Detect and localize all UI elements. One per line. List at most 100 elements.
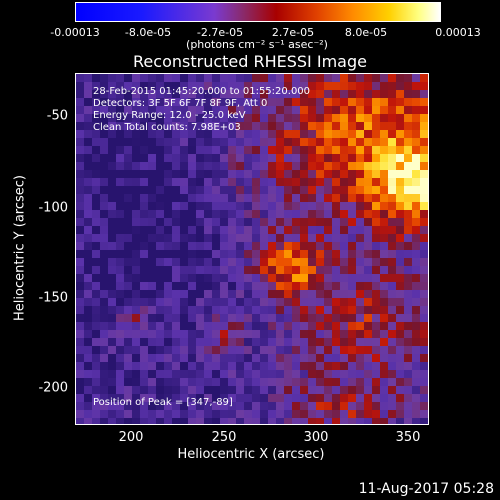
image-pixel	[396, 170, 404, 178]
image-pixel	[100, 218, 108, 226]
image-pixel	[292, 306, 300, 314]
image-pixel	[108, 354, 116, 362]
image-pixel	[396, 274, 404, 282]
image-pixel	[308, 138, 316, 146]
image-pixel	[292, 242, 300, 250]
image-pixel	[180, 418, 188, 424]
image-pixel	[260, 282, 268, 290]
image-pixel	[188, 210, 196, 218]
image-pixel	[324, 322, 332, 330]
image-pixel	[348, 194, 356, 202]
image-pixel	[196, 106, 204, 114]
image-pixel	[156, 130, 164, 138]
image-pixel	[76, 226, 84, 234]
image-pixel	[180, 90, 188, 98]
image-pixel	[380, 306, 388, 314]
image-pixel	[244, 338, 252, 346]
image-pixel	[228, 346, 236, 354]
image-pixel	[404, 370, 412, 378]
image-pixel	[108, 370, 116, 378]
image-pixel	[196, 402, 204, 410]
image-pixel	[76, 106, 84, 114]
image-pixel	[412, 346, 420, 354]
image-pixel	[108, 114, 116, 122]
image-pixel	[164, 306, 172, 314]
image-pixel	[180, 306, 188, 314]
image-pixel	[340, 346, 348, 354]
image-pixel	[92, 250, 100, 258]
image-pixel	[156, 306, 164, 314]
image-pixel	[404, 298, 412, 306]
image-pixel	[220, 178, 228, 186]
image-pixel	[172, 314, 180, 322]
image-pixel	[356, 282, 364, 290]
image-pixel	[228, 282, 236, 290]
image-pixel	[116, 186, 124, 194]
image-pixel	[140, 402, 148, 410]
image-pixel	[140, 106, 148, 114]
image-pixel	[252, 314, 260, 322]
image-pixel	[196, 298, 204, 306]
image-pixel	[76, 114, 84, 122]
image-pixel	[228, 154, 236, 162]
image-pixel	[228, 242, 236, 250]
image-pixel	[108, 346, 116, 354]
image-pixel	[188, 146, 196, 154]
image-pixel	[292, 202, 300, 210]
image-pixel	[412, 330, 420, 338]
image-pixel	[388, 146, 396, 154]
image-pixel	[180, 242, 188, 250]
image-pixel	[236, 218, 244, 226]
image-pixel	[164, 242, 172, 250]
image-pixel	[348, 394, 356, 402]
image-pixel	[228, 74, 236, 82]
image-pixel	[228, 394, 236, 402]
image-pixel	[404, 258, 412, 266]
image-pixel	[412, 394, 420, 402]
image-pixel	[356, 418, 364, 424]
image-pixel	[396, 418, 404, 424]
image-pixel	[284, 106, 292, 114]
image-pixel	[284, 330, 292, 338]
image-pixel	[236, 378, 244, 386]
image-pixel	[396, 402, 404, 410]
image-pixel	[188, 138, 196, 146]
image-pixel	[420, 218, 428, 226]
image-pixel	[124, 354, 132, 362]
image-pixel	[388, 290, 396, 298]
image-pixel	[356, 202, 364, 210]
image-pixel	[308, 162, 316, 170]
image-pixel	[132, 90, 140, 98]
image-pixel	[220, 122, 228, 130]
image-pixel	[276, 386, 284, 394]
image-pixel	[212, 242, 220, 250]
image-pixel	[388, 186, 396, 194]
image-pixel	[252, 394, 260, 402]
image-pixel	[196, 114, 204, 122]
image-pixel	[388, 162, 396, 170]
image-pixel	[316, 394, 324, 402]
image-pixel	[348, 210, 356, 218]
image-pixel	[148, 194, 156, 202]
image-pixel	[292, 362, 300, 370]
image-pixel	[252, 274, 260, 282]
image-pixel	[76, 346, 84, 354]
image-pixel	[260, 122, 268, 130]
image-pixel	[124, 226, 132, 234]
image-pixel	[404, 346, 412, 354]
image-pixel	[364, 202, 372, 210]
image-pixel	[108, 282, 116, 290]
image-pixel	[140, 234, 148, 242]
image-pixel	[356, 106, 364, 114]
image-pixel	[292, 330, 300, 338]
image-pixel	[148, 330, 156, 338]
image-pixel	[348, 322, 356, 330]
image-pixel	[244, 202, 252, 210]
image-pixel	[124, 394, 132, 402]
image-pixel	[124, 202, 132, 210]
image-pixel	[284, 210, 292, 218]
image-pixel	[396, 194, 404, 202]
image-pixel	[260, 186, 268, 194]
image-pixel	[92, 106, 100, 114]
image-pixel	[244, 242, 252, 250]
